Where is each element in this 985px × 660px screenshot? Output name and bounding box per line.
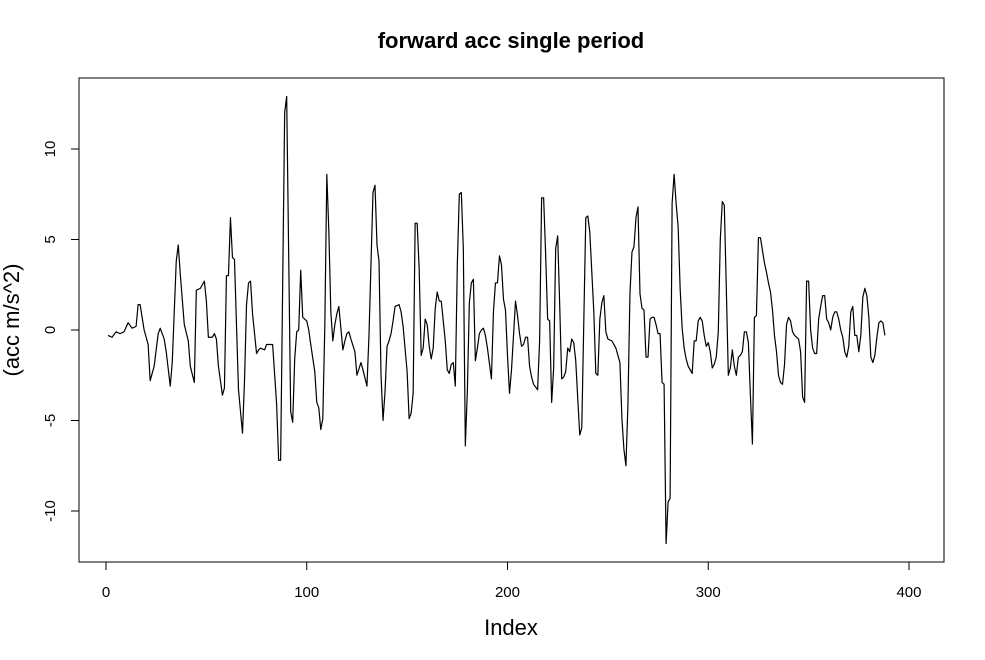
y-tick-label: 0 xyxy=(42,326,59,334)
x-tick-label: 300 xyxy=(696,584,721,601)
y-axis: -10 -5 0 5 10 xyxy=(42,141,80,522)
y-tick-label: 10 xyxy=(42,141,59,158)
y-tick-label: 5 xyxy=(42,235,59,243)
x-tick-label: 200 xyxy=(495,584,520,601)
y-tick-label: -5 xyxy=(42,414,59,427)
plot-frame xyxy=(78,77,945,563)
x-axis-label: Index xyxy=(484,615,538,640)
chart-title: forward acc single period xyxy=(378,28,645,53)
y-axis-label: (acc m/s^2) xyxy=(0,264,24,377)
x-axis: 0 100 200 300 400 xyxy=(102,561,922,601)
y-tick-label: -10 xyxy=(42,500,59,522)
x-tick-label: 400 xyxy=(896,584,921,601)
x-tick-label: 0 xyxy=(102,584,110,601)
series-layer xyxy=(107,95,886,545)
series-line-0 xyxy=(107,95,886,545)
x-tick-label: 100 xyxy=(294,584,319,601)
